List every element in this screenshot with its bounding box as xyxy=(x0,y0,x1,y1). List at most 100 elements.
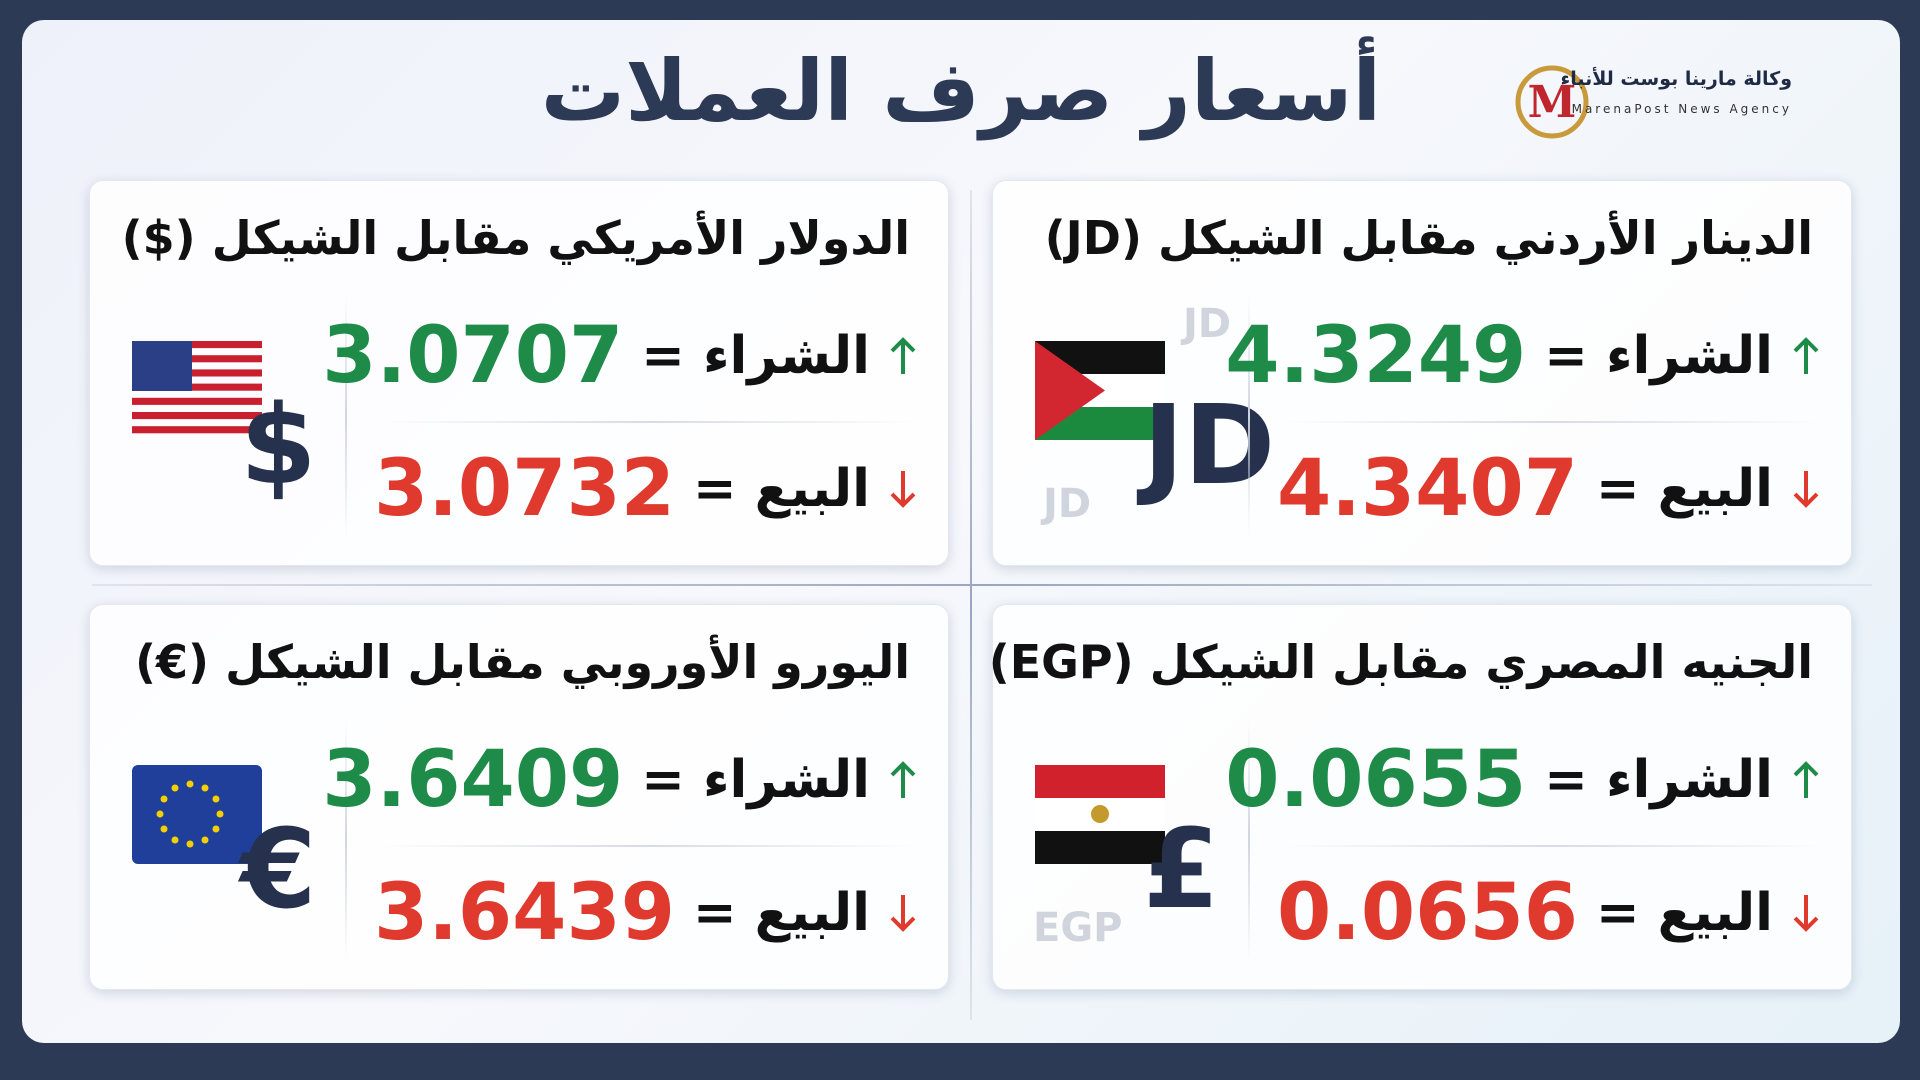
flag xyxy=(132,765,262,864)
flag-star xyxy=(186,840,194,848)
arrow xyxy=(1793,471,1819,508)
flag-star xyxy=(171,836,179,844)
arrow xyxy=(890,895,916,932)
flag-star xyxy=(201,836,209,844)
separator xyxy=(345,720,347,960)
flag-triangle xyxy=(1035,341,1105,440)
logo: M وكالة مارينا بوست للأنباء MarenaPost N… xyxy=(1512,62,1842,142)
separator xyxy=(380,845,918,847)
flag-star xyxy=(160,795,168,803)
arrow xyxy=(1793,895,1819,932)
arrow-icon xyxy=(890,761,916,798)
flag xyxy=(132,341,262,434)
currency-card: الدينار الأردني مقابل الشيكل (JD) JD JD JD ا… xyxy=(992,180,1852,566)
flag xyxy=(1035,765,1165,864)
flag-stripe xyxy=(1035,831,1165,864)
divider xyxy=(970,190,972,1020)
divider xyxy=(92,584,1872,586)
separator xyxy=(380,421,918,423)
buy-row: الشراء = 0.0655 xyxy=(1225,730,1821,830)
sell-value: 3.6439 xyxy=(374,868,675,958)
buy-label: الشراء = xyxy=(1544,326,1773,386)
sell-label: البيع = xyxy=(1596,883,1773,943)
flag-canton xyxy=(132,341,192,391)
buy-label: الشراء = xyxy=(1544,750,1773,810)
svg-text:M: M xyxy=(1528,77,1577,128)
currency-symbol: JD xyxy=(1143,381,1276,509)
buy-row: الشراء = 3.0707 xyxy=(322,306,918,406)
flag-stripe xyxy=(132,341,262,349)
flag-stripe xyxy=(132,426,262,434)
buy-label: الشراء = xyxy=(641,750,870,810)
watermark: EGP xyxy=(1033,905,1123,951)
buy-value: 3.0707 xyxy=(322,311,624,401)
currency-symbol: $ xyxy=(240,381,317,509)
separator xyxy=(1248,720,1250,960)
buy-row: الشراء = 4.3249 xyxy=(1225,306,1821,406)
flag-star xyxy=(156,810,164,818)
arrow-icon xyxy=(1793,895,1819,932)
arrow xyxy=(1793,337,1819,374)
panel: أسعار صرف العملات M وكالة مارينا بوست لل… xyxy=(22,20,1900,1043)
page-title: أسعار صرف العملات xyxy=(540,42,1382,140)
arrow-icon xyxy=(1793,337,1819,374)
buy-value: 0.0655 xyxy=(1225,735,1527,825)
sell-value: 3.0732 xyxy=(374,444,675,534)
currency-card: الدولار الأمريكي مقابل الشيكل ($) $ الشراء… xyxy=(89,180,949,566)
flag-star xyxy=(171,784,179,792)
flag-stripe xyxy=(132,412,262,420)
currency-symbol: € xyxy=(240,805,317,933)
sell-label: البيع = xyxy=(1596,459,1773,519)
arrow-icon xyxy=(890,337,916,374)
sell-value: 4.3407 xyxy=(1277,444,1578,534)
arrow xyxy=(890,761,916,798)
sell-row: البيع = 4.3407 xyxy=(1277,439,1821,539)
separator xyxy=(1283,845,1821,847)
flag-star xyxy=(186,780,194,788)
card-title: الجنيه المصري مقابل الشيكل (EGP) xyxy=(988,635,1813,689)
arrow-icon xyxy=(1793,471,1819,508)
card-title: اليورو الأوروبي مقابل الشيكل (€) xyxy=(135,635,910,689)
sell-row: البيع = 0.0656 xyxy=(1277,863,1821,963)
sell-label: البيع = xyxy=(693,883,870,943)
flag-emblem xyxy=(1091,805,1109,823)
buy-value: 3.6409 xyxy=(322,735,624,825)
separator xyxy=(345,296,347,536)
separator xyxy=(1283,421,1821,423)
currency-card: اليورو الأوروبي مقابل الشيكل (€) € الشراء … xyxy=(89,604,949,990)
flag-star xyxy=(216,810,224,818)
logo-subtitle: MarenaPost News Agency xyxy=(1571,102,1792,116)
flag-stripe xyxy=(132,397,262,405)
flag xyxy=(1035,341,1165,440)
flag-star xyxy=(212,795,220,803)
arrow-icon xyxy=(890,471,916,508)
buy-row: الشراء = 3.6409 xyxy=(322,730,918,830)
currency-symbol: £ xyxy=(1143,805,1220,933)
sell-value: 0.0656 xyxy=(1277,868,1578,958)
buy-label: الشراء = xyxy=(641,326,870,386)
card-title: الدينار الأردني مقابل الشيكل (JD) xyxy=(1044,211,1813,265)
watermark: JD xyxy=(1043,481,1092,527)
logo-icon: M xyxy=(1515,65,1589,139)
arrow xyxy=(890,337,916,374)
sell-label: البيع = xyxy=(693,459,870,519)
flag-stripe xyxy=(1035,765,1165,798)
arrow xyxy=(1793,761,1819,798)
separator xyxy=(1248,296,1250,536)
flag-stripe xyxy=(132,369,262,377)
arrow xyxy=(890,471,916,508)
arrow-icon xyxy=(1793,761,1819,798)
arrow-icon xyxy=(890,895,916,932)
flag-field xyxy=(132,765,262,864)
sell-row: البيع = 3.6439 xyxy=(374,863,918,963)
watermark: JD xyxy=(1183,301,1232,347)
logo-name: وكالة مارينا بوست للأنباء xyxy=(1560,68,1793,90)
flag-stripe xyxy=(132,355,262,363)
card-title: الدولار الأمريكي مقابل الشيكل ($) xyxy=(121,211,910,265)
flag-star xyxy=(212,825,220,833)
sell-row: البيع = 3.0732 xyxy=(374,439,918,539)
flag-stripe xyxy=(132,383,262,391)
currency-card: الجنيه المصري مقابل الشيكل (EGP) EGP £ الشر… xyxy=(988,604,1852,990)
buy-value: 4.3249 xyxy=(1225,311,1527,401)
